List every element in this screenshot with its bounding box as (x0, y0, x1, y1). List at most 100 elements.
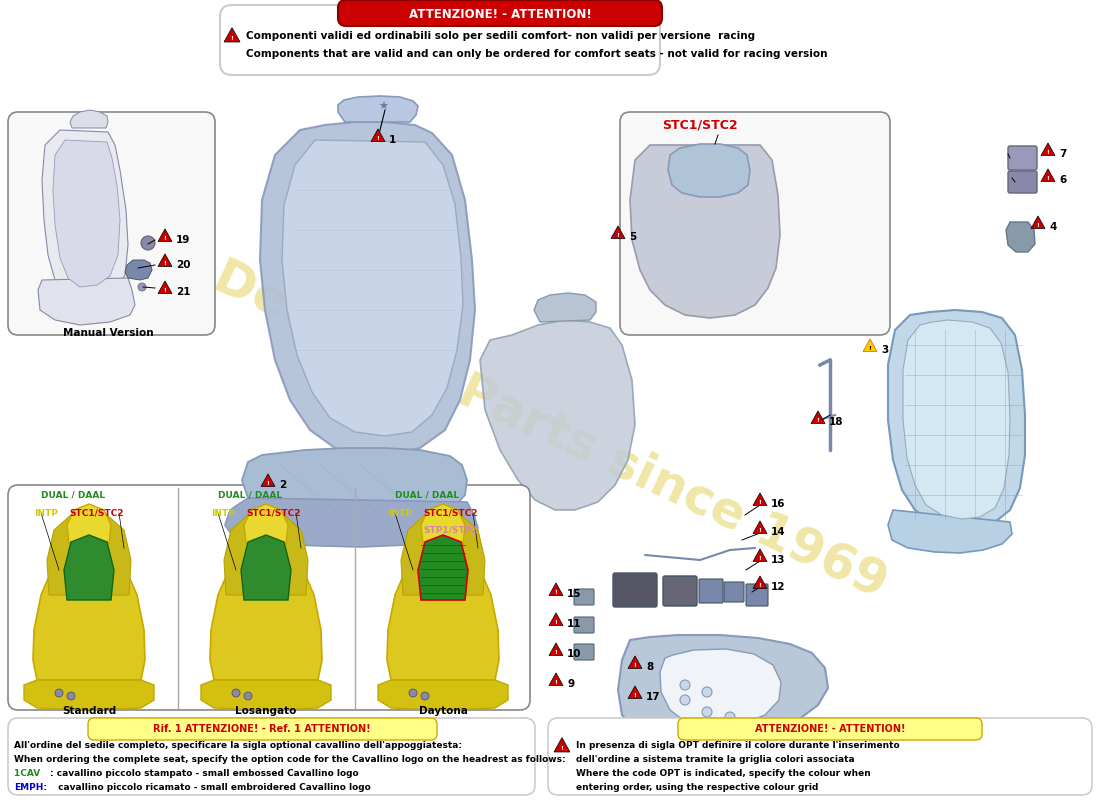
Circle shape (680, 695, 690, 705)
Polygon shape (1041, 169, 1055, 182)
FancyBboxPatch shape (8, 485, 530, 710)
Text: !: ! (816, 418, 820, 423)
Text: : cavallino piccolo stampato - small embossed Cavallino logo: : cavallino piccolo stampato - small emb… (50, 769, 359, 778)
Polygon shape (242, 448, 468, 524)
Polygon shape (260, 122, 475, 455)
Text: 2: 2 (279, 480, 286, 490)
Text: 18: 18 (829, 417, 844, 427)
FancyBboxPatch shape (220, 5, 660, 75)
Text: STC1/STC2: STC1/STC2 (246, 509, 300, 518)
Polygon shape (811, 411, 825, 423)
Text: 19: 19 (176, 235, 190, 245)
Text: 4: 4 (1049, 222, 1056, 232)
Text: In presenza di sigla OPT definire il colore durante l'inserimento: In presenza di sigla OPT definire il col… (576, 741, 900, 750)
Text: All'ordine del sedile completo, specificare la sigla optional cavallino dell'app: All'ordine del sedile completo, specific… (14, 741, 462, 750)
Polygon shape (549, 673, 563, 686)
Circle shape (67, 692, 75, 700)
Text: INTP: INTP (388, 509, 411, 518)
Text: 3: 3 (881, 345, 889, 355)
Text: DUAL / DAAL: DUAL / DAAL (395, 490, 459, 499)
Polygon shape (338, 96, 418, 122)
Polygon shape (42, 130, 128, 302)
Polygon shape (549, 613, 563, 626)
Text: DUAL / DAAL: DUAL / DAAL (41, 490, 106, 499)
FancyBboxPatch shape (574, 644, 594, 660)
Polygon shape (888, 510, 1012, 553)
Polygon shape (125, 260, 152, 280)
Circle shape (702, 687, 712, 697)
Polygon shape (224, 510, 308, 595)
FancyBboxPatch shape (613, 573, 657, 607)
FancyBboxPatch shape (698, 579, 723, 603)
FancyBboxPatch shape (8, 718, 535, 795)
Polygon shape (224, 27, 240, 42)
Polygon shape (628, 686, 642, 698)
FancyBboxPatch shape (8, 112, 214, 335)
Text: 13: 13 (771, 555, 785, 565)
Text: STC1/STC2: STC1/STC2 (662, 118, 738, 131)
FancyBboxPatch shape (88, 718, 437, 740)
Text: entering order, using the respective colour grid: entering order, using the respective col… (576, 782, 818, 791)
Polygon shape (33, 543, 145, 680)
Text: Where the code OPT is indicated, specify the colour when: Where the code OPT is indicated, specify… (576, 769, 871, 778)
Text: 15: 15 (566, 589, 582, 599)
Polygon shape (210, 543, 322, 680)
Text: !: ! (561, 746, 563, 751)
Circle shape (55, 689, 63, 697)
Polygon shape (421, 504, 465, 543)
Text: INTP: INTP (211, 509, 235, 518)
Text: !: ! (634, 693, 637, 698)
Polygon shape (1041, 143, 1055, 155)
Text: !: ! (164, 236, 166, 242)
Polygon shape (241, 535, 292, 600)
Text: 1: 1 (389, 135, 396, 145)
Polygon shape (282, 140, 463, 436)
Text: 7: 7 (1059, 149, 1066, 159)
Text: Manual Version: Manual Version (63, 328, 153, 338)
Circle shape (141, 236, 155, 250)
Polygon shape (480, 320, 635, 510)
Polygon shape (24, 680, 154, 710)
Text: Components that are valid and can only be ordered for comfort seats - not valid : Components that are valid and can only b… (246, 49, 827, 59)
Text: Standard
Style: Standard Style (62, 706, 117, 728)
FancyBboxPatch shape (338, 0, 662, 26)
FancyBboxPatch shape (574, 589, 594, 605)
Text: 20: 20 (176, 260, 190, 270)
Text: !: ! (617, 234, 619, 238)
Text: !: ! (554, 620, 558, 626)
Polygon shape (418, 535, 468, 600)
Polygon shape (549, 583, 563, 595)
Text: !: ! (554, 650, 558, 655)
Text: 21: 21 (176, 287, 190, 297)
Text: Componenti validi ed ordinabili solo per sedili comfort- non validi per versione: Componenti validi ed ordinabili solo per… (246, 31, 755, 41)
Text: !: ! (1046, 176, 1049, 182)
Polygon shape (158, 229, 172, 242)
FancyBboxPatch shape (620, 112, 890, 335)
Circle shape (421, 692, 429, 700)
Text: DUAL / DAAL: DUAL / DAAL (218, 490, 282, 499)
Polygon shape (1006, 222, 1035, 252)
Text: !: ! (869, 346, 871, 351)
Text: 14: 14 (771, 527, 785, 537)
FancyBboxPatch shape (1008, 171, 1037, 193)
Text: !: ! (759, 528, 761, 534)
Text: !: ! (759, 556, 761, 562)
Text: !: ! (1046, 150, 1049, 155)
Polygon shape (754, 549, 767, 562)
Polygon shape (630, 145, 780, 318)
Polygon shape (888, 310, 1025, 528)
FancyBboxPatch shape (724, 582, 744, 602)
Polygon shape (668, 144, 750, 197)
Circle shape (409, 689, 417, 697)
Polygon shape (864, 339, 877, 351)
Text: Losangato
Style: Losangato Style (235, 706, 297, 728)
FancyBboxPatch shape (574, 617, 594, 633)
Circle shape (702, 707, 712, 717)
Circle shape (232, 689, 240, 697)
Text: 5: 5 (629, 232, 636, 242)
Polygon shape (534, 293, 596, 322)
Text: STC1/STC2: STC1/STC2 (424, 509, 477, 518)
Polygon shape (754, 576, 767, 589)
Polygon shape (903, 320, 1010, 519)
Text: INTP: INTP (34, 509, 58, 518)
